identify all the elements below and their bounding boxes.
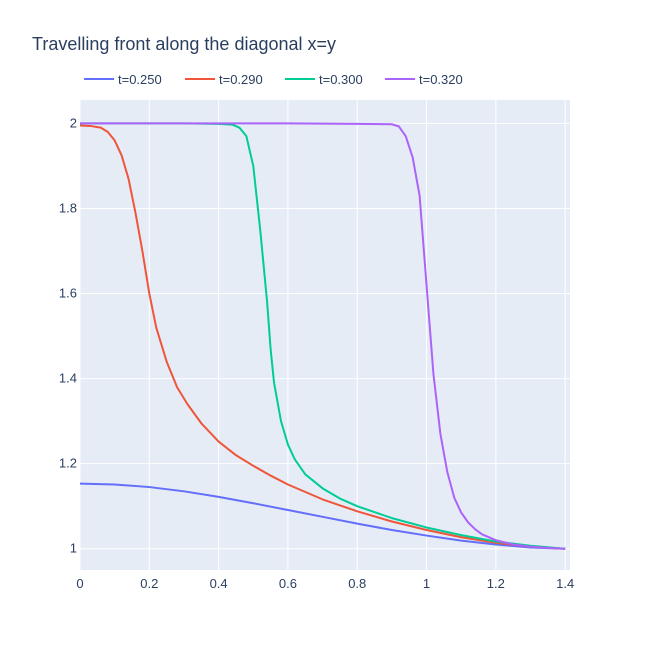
series-lines bbox=[79, 122, 566, 550]
x-tick-label: 0.2 bbox=[140, 576, 158, 591]
y-tick-label: 1 bbox=[70, 541, 77, 556]
series-line-1 bbox=[79, 482, 566, 550]
x-axis-ticks: 0 0.2 0.4 0.6 0.8 1 1.2 1.4 bbox=[76, 576, 574, 591]
legend-item-2[interactable]: t=0.290 bbox=[185, 72, 263, 87]
y-tick-label: 1.6 bbox=[59, 286, 77, 301]
x-tick-label: 0 bbox=[76, 576, 83, 591]
x-tick-label: 0.8 bbox=[348, 576, 366, 591]
legend-label: t=0.320 bbox=[419, 72, 463, 87]
x-tick-label: 1.4 bbox=[556, 576, 574, 591]
x-tick-label: 1.2 bbox=[487, 576, 505, 591]
x-tick-label: 0.6 bbox=[279, 576, 297, 591]
legend-label: t=0.290 bbox=[219, 72, 263, 87]
y-tick-label: 2 bbox=[70, 115, 77, 130]
legend-item-3[interactable]: t=0.300 bbox=[285, 72, 363, 87]
x-tick-label: 0.4 bbox=[210, 576, 228, 591]
y-tick-label: 1.4 bbox=[59, 371, 77, 386]
y-axis-ticks: 1 1.2 1.4 1.6 1.8 2 bbox=[59, 115, 77, 555]
legend-label: t=0.300 bbox=[319, 72, 363, 87]
legend-item-4[interactable]: t=0.320 bbox=[385, 72, 463, 87]
series-line-2 bbox=[79, 124, 566, 550]
y-tick-label: 1.8 bbox=[59, 200, 77, 215]
chart-title: Travelling front along the diagonal x=y bbox=[32, 34, 336, 54]
legend-item-1[interactable]: t=0.250 bbox=[84, 72, 162, 87]
x-tick-label: 1 bbox=[423, 576, 430, 591]
plot-area bbox=[80, 100, 570, 570]
series-line-4 bbox=[80, 122, 566, 550]
legend: t=0.250 t=0.290 t=0.300 t=0.320 bbox=[84, 72, 463, 87]
legend-label: t=0.250 bbox=[118, 72, 162, 87]
y-tick-label: 1.2 bbox=[59, 456, 77, 471]
